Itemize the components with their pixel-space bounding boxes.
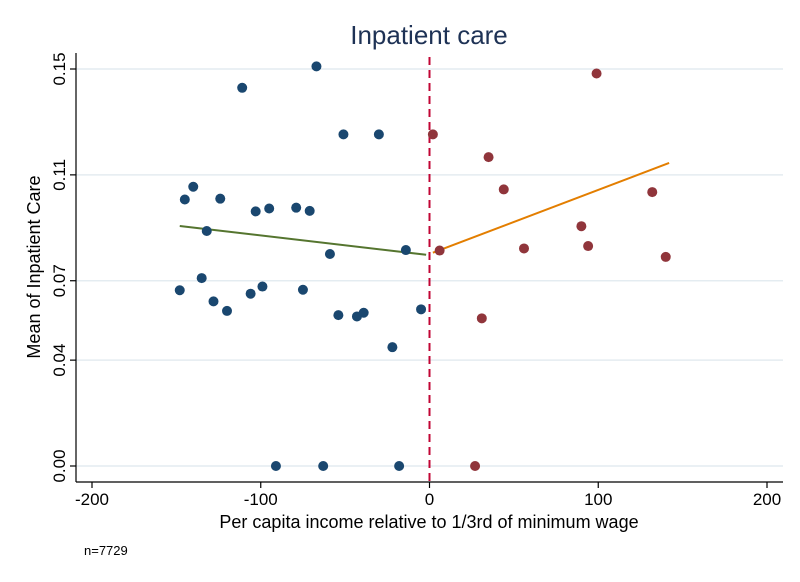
fit-lines	[179, 162, 670, 256]
x-tick-label: 100	[584, 490, 612, 509]
y-tick-label: 0.04	[50, 344, 69, 377]
left-point-9	[245, 288, 256, 299]
left-point-11	[257, 281, 268, 292]
left-point-15	[297, 284, 308, 295]
left-point-24	[373, 129, 384, 140]
right-point-10	[647, 187, 658, 198]
left-point-4	[201, 225, 212, 236]
x-tick-label: -200	[75, 490, 109, 509]
right-point-5	[498, 184, 509, 195]
right-point-4	[483, 152, 494, 163]
fit-line-left	[179, 224, 427, 256]
right-point-1	[434, 245, 445, 256]
left-point-6	[215, 193, 226, 204]
left-point-27	[400, 245, 411, 256]
left-point-0	[174, 285, 185, 296]
left-point-20	[333, 310, 344, 321]
left-point-19	[324, 249, 335, 260]
y-tick-label: 0.15	[50, 52, 69, 85]
right-point-9	[591, 68, 602, 79]
right-point-3	[476, 313, 487, 324]
right-point-7	[576, 221, 587, 232]
left-point-12	[264, 203, 275, 214]
left-point-3	[196, 273, 207, 284]
x-axis-label: Per capita income relative to 1/3rd of m…	[219, 512, 638, 532]
left-point-28	[416, 304, 427, 315]
fit-line-right	[432, 162, 670, 254]
chart-title: Inpatient care	[350, 20, 508, 50]
left-point-2	[188, 181, 199, 192]
y-tick-label: 0.00	[50, 449, 69, 482]
y-tick-label: 0.11	[50, 159, 69, 191]
left-point-13	[270, 461, 281, 471]
right-point-11	[660, 251, 671, 262]
y-tick-label: 0.07	[50, 264, 69, 297]
left-point-16	[304, 205, 315, 216]
y-axis-label: Mean of Inpatient Care	[24, 175, 44, 358]
left-point-18	[318, 461, 329, 471]
right-point-0	[427, 129, 438, 140]
left-point-5	[208, 296, 219, 307]
left-point-25	[387, 342, 398, 353]
left-point-8	[237, 82, 248, 93]
left-point-21	[338, 129, 349, 140]
x-tick-label: 0	[425, 490, 434, 509]
left-point-1	[179, 194, 190, 205]
left-point-7	[222, 305, 232, 316]
left-point-10	[250, 206, 261, 217]
left-point-26	[394, 461, 405, 471]
left-point-17	[311, 61, 322, 72]
left-point-14	[291, 202, 302, 213]
sample-size-note: n=7729	[84, 543, 128, 558]
x-tick-label: 200	[753, 490, 781, 509]
left-point-23	[358, 307, 369, 318]
axes: 0.00 0.04 0.07 0.11 0.15 -200 -100 0 100 200	[50, 52, 783, 509]
x-tick-label: -100	[244, 490, 278, 509]
right-point-6	[519, 243, 529, 254]
right-point-8	[583, 241, 594, 252]
data-points	[174, 61, 671, 471]
right-point-2	[470, 461, 481, 471]
